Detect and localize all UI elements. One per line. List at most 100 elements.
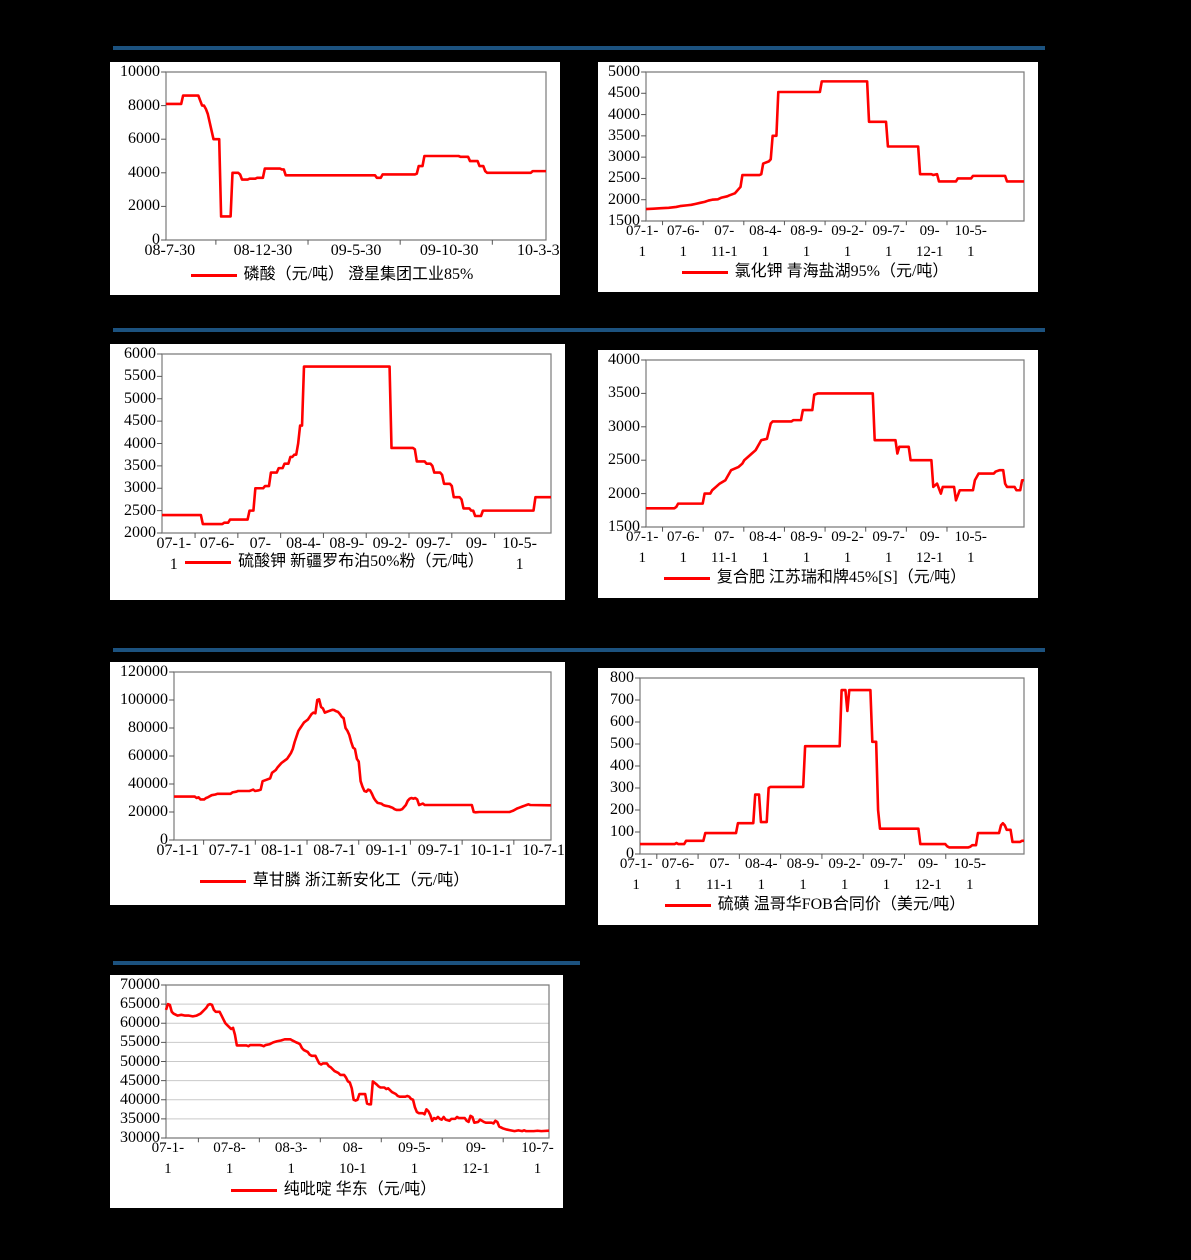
x-tick-label: 12-1: [462, 1161, 490, 1177]
x-tick-label: 09-: [918, 856, 939, 872]
y-tick-label: 800: [610, 669, 634, 686]
x-tick-label: 1: [802, 550, 811, 566]
legend-line-swatch: [664, 903, 711, 907]
y-tick-label: 2000: [128, 197, 160, 215]
chart-body: 70000 65000 60000 55000 50000 45000 40000 35000…: [114, 977, 553, 1146]
x-tick-label: 10-5-: [502, 535, 537, 552]
x-tick-label: 10-1-1: [469, 842, 513, 859]
plot-border: [646, 360, 1024, 527]
y-tick-label: 2000: [608, 190, 640, 208]
y-tick-label: 4500: [608, 84, 640, 102]
y-axis: 5000 4500 4000 3500 3000 2500 2000 1500: [602, 64, 646, 229]
x-tick-label: 09-: [465, 535, 488, 552]
plot-area: [166, 72, 546, 240]
y-tick-label: 2000: [608, 484, 640, 502]
y-tick-label: 2000: [124, 524, 156, 541]
plot-border: [166, 72, 546, 240]
price-line: [162, 367, 551, 525]
legend-line-swatch: [681, 270, 728, 274]
y-tick-label: 500: [610, 735, 634, 752]
plot-area: [646, 72, 1024, 221]
legend-label: 草甘膦 浙江新安化工（元/吨）: [252, 872, 470, 889]
y-tick-label: 300: [610, 779, 634, 796]
y-tick-label: 10000: [120, 63, 160, 80]
x-axis-labels-line2: 1 1 11-1 1 1 1 1 12-1 1: [638, 548, 1028, 569]
y-tick-label: 700: [610, 691, 634, 708]
x-tick-label: 1: [884, 550, 893, 566]
x-tick-label: 09-10-30: [419, 242, 479, 259]
y-tick-label: 100000: [120, 691, 168, 708]
x-axis-labels-line2: 1 1 11-1 1 1 1 1 12-1 1: [632, 875, 1028, 896]
x-tick-label: 1: [632, 877, 640, 893]
x-tick-label: 07-6-: [666, 223, 700, 239]
phosphoric-acid-chart: 10000 8000 6000 4000 2000 0 08-7-30 08-12-30 09…: [110, 62, 568, 295]
x-tick-label: 08-9-: [329, 535, 365, 552]
x-tick-label: 10-5-: [954, 529, 987, 545]
legend: 硫酸钾 新疆罗布泊50%粉（元/吨）: [114, 554, 555, 570]
plot-border: [162, 354, 551, 533]
y-tick-label: 3500: [608, 384, 640, 402]
x-tick-label: 07-: [709, 856, 730, 872]
x-tick-label: 09-1-1: [365, 842, 409, 859]
y-tick-label: 5000: [124, 389, 156, 407]
chart-body: 120000 100000 80000 60000 40000 20000 0: [114, 664, 555, 848]
x-tick-label: 12-1: [915, 244, 944, 260]
y-tick-label: 80000: [128, 719, 168, 736]
y-tick-label: 70000: [120, 976, 160, 993]
y-tick-label: 40000: [120, 1090, 160, 1108]
y-tick-label: 100: [610, 823, 634, 840]
y-tick-label: 5000: [608, 63, 640, 80]
y-tick-label: 1500: [608, 518, 640, 535]
x-tick-label: 1: [761, 244, 770, 260]
y-tick-label: 3000: [124, 479, 156, 497]
x-tick-label: 10-5-: [953, 856, 987, 872]
x-tick-label: 08-7-1: [313, 842, 356, 859]
x-tick-label: 07-1-: [625, 223, 659, 239]
x-tick-label: 1: [799, 877, 807, 893]
y-tick-label: 2500: [124, 501, 156, 519]
y-tick-label: 200: [610, 801, 634, 818]
legend-line-swatch: [190, 273, 237, 277]
y-axis: 120000 100000 80000 60000 40000 20000 0: [114, 664, 174, 848]
pyridine-chart: 70000 65000 60000 55000 50000 45000 40000 35000…: [110, 975, 563, 1208]
y-axis: 800 700 600 500 400 300 200 100 0: [602, 670, 640, 862]
y-tick-label: 4500: [124, 412, 156, 430]
legend-line-swatch: [185, 560, 232, 564]
x-tick-label: 1: [515, 556, 524, 573]
plot-border: [166, 985, 549, 1138]
x-tick-label: 10-1: [338, 1161, 367, 1177]
sulfur-chart: 800 700 600 500 400 300 200 100 0 07-1- 07-6- 07- 0…: [598, 668, 1038, 925]
x-tick-label: 1: [761, 550, 770, 566]
x-tick-label: 07-1-: [619, 856, 653, 872]
y-tick-label: 65000: [120, 995, 160, 1013]
x-tick-label: 07-6-: [666, 529, 700, 545]
x-tick-label: 07-7-1: [208, 842, 252, 859]
plot-border: [646, 72, 1024, 221]
plot-area: [646, 360, 1024, 527]
legend: 磷酸（元/吨） 澄星集团工业85%: [114, 267, 550, 283]
y-axis: 6000 5500 5000 4500 4000 3500 3000 2500 2000: [114, 346, 162, 541]
x-tick-label: 08-12-30: [233, 242, 293, 259]
y-tick-label: 30000: [120, 1129, 160, 1146]
x-tick-label: 1: [679, 244, 687, 260]
x-tick-label: 09-: [465, 1140, 486, 1156]
section-divider-2: [113, 328, 1045, 332]
x-tick-label: 08-3-: [274, 1140, 308, 1156]
y-tick-label: 35000: [120, 1109, 160, 1127]
x-tick-label: 07-1-1: [156, 842, 200, 859]
x-tick-label: 10-3-30: [516, 242, 568, 259]
x-tick-label: 08-9-: [786, 856, 820, 872]
y-tick-label: 4000: [608, 105, 640, 123]
x-tick-label: 07-1-: [625, 529, 659, 545]
y-tick-label: 3500: [124, 456, 156, 474]
x-tick-label: 1: [169, 556, 178, 573]
chart-body: 4000 3500 3000 2500 2000 1500: [602, 352, 1028, 535]
x-axis-labels: 07-1- 07-6- 07- 08-4- 08-9- 09-2- 09-7- 09- 10-5…: [156, 533, 555, 554]
chart-body: 5000 4500 4000 3500 3000 2500 2000 1500: [602, 64, 1028, 229]
x-tick-label: 09-7-: [872, 223, 905, 239]
potassium-sulfate-chart: 6000 5500 5000 4500 4000 3500 3000 2500 2000 07-…: [110, 344, 565, 600]
x-tick-label: 10-5-: [954, 223, 987, 239]
legend: 纯吡啶 华东（元/吨）: [114, 1182, 553, 1198]
compound-fertilizer-chart: 4000 3500 3000 2500 2000 1500 07-1- 07-6- 07- 08…: [598, 350, 1038, 598]
x-tick-label: 1: [410, 1161, 419, 1177]
